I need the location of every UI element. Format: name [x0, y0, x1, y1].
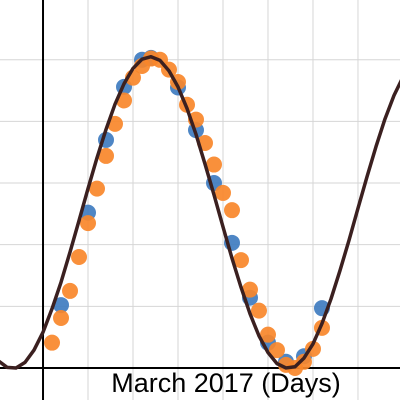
data-point	[62, 282, 79, 299]
data-point	[241, 281, 258, 298]
data-point	[89, 180, 106, 197]
x-axis-label: March 2017 (Days)	[111, 368, 341, 398]
marks	[0, 49, 400, 376]
data-point	[214, 184, 231, 201]
data-point	[223, 202, 240, 219]
data-point	[232, 252, 249, 269]
data-point	[53, 310, 70, 327]
data-point	[53, 297, 70, 314]
data-point	[71, 249, 88, 266]
data-point	[295, 353, 312, 370]
data-point	[44, 334, 61, 351]
data-point	[268, 342, 285, 359]
fit-curve	[0, 54, 400, 370]
data-point	[259, 326, 276, 343]
data-point	[98, 147, 115, 164]
data-point	[80, 215, 97, 232]
data-point	[205, 156, 222, 173]
data-point	[250, 302, 267, 319]
